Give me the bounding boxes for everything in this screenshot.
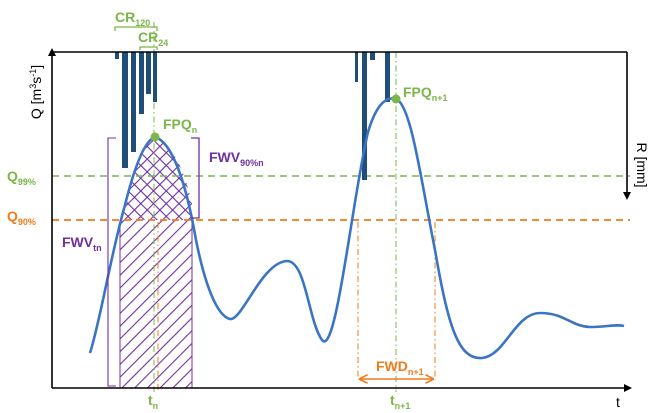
fwv90-label: FWV90%n <box>209 149 264 168</box>
fpq-n-label: FPQn <box>163 116 197 135</box>
fwv90-bracket <box>191 137 200 219</box>
t-axis-label: t <box>616 394 620 410</box>
r-axis-label: R [mm] <box>634 142 648 187</box>
fwd-label: FWDn+1 <box>376 358 424 377</box>
fpq-n1-label: FPQn+1 <box>403 84 448 103</box>
cr24-bracket <box>139 46 158 50</box>
q99-label: Q99% <box>7 168 36 187</box>
fwvtn-label: FWVtn <box>62 234 102 253</box>
t-n-label: tn <box>148 392 158 411</box>
rainfall-bars-event-n1 <box>355 52 390 180</box>
fwv-tn-area <box>120 220 192 388</box>
fpq-n1-point <box>391 94 401 104</box>
cr120-bracket <box>114 26 158 31</box>
cr24-label: CR24 <box>138 29 168 48</box>
rainfall-bars-event-n <box>115 52 157 168</box>
cr120-label: CR120 <box>115 9 150 28</box>
q90-label: Q90% <box>7 208 36 227</box>
fwvtn-bracket <box>107 137 116 387</box>
t-n1-label: tn+1 <box>390 392 410 411</box>
fpq-n-point <box>150 132 160 142</box>
q-axis-label: Q [m3s-1] <box>28 65 44 119</box>
